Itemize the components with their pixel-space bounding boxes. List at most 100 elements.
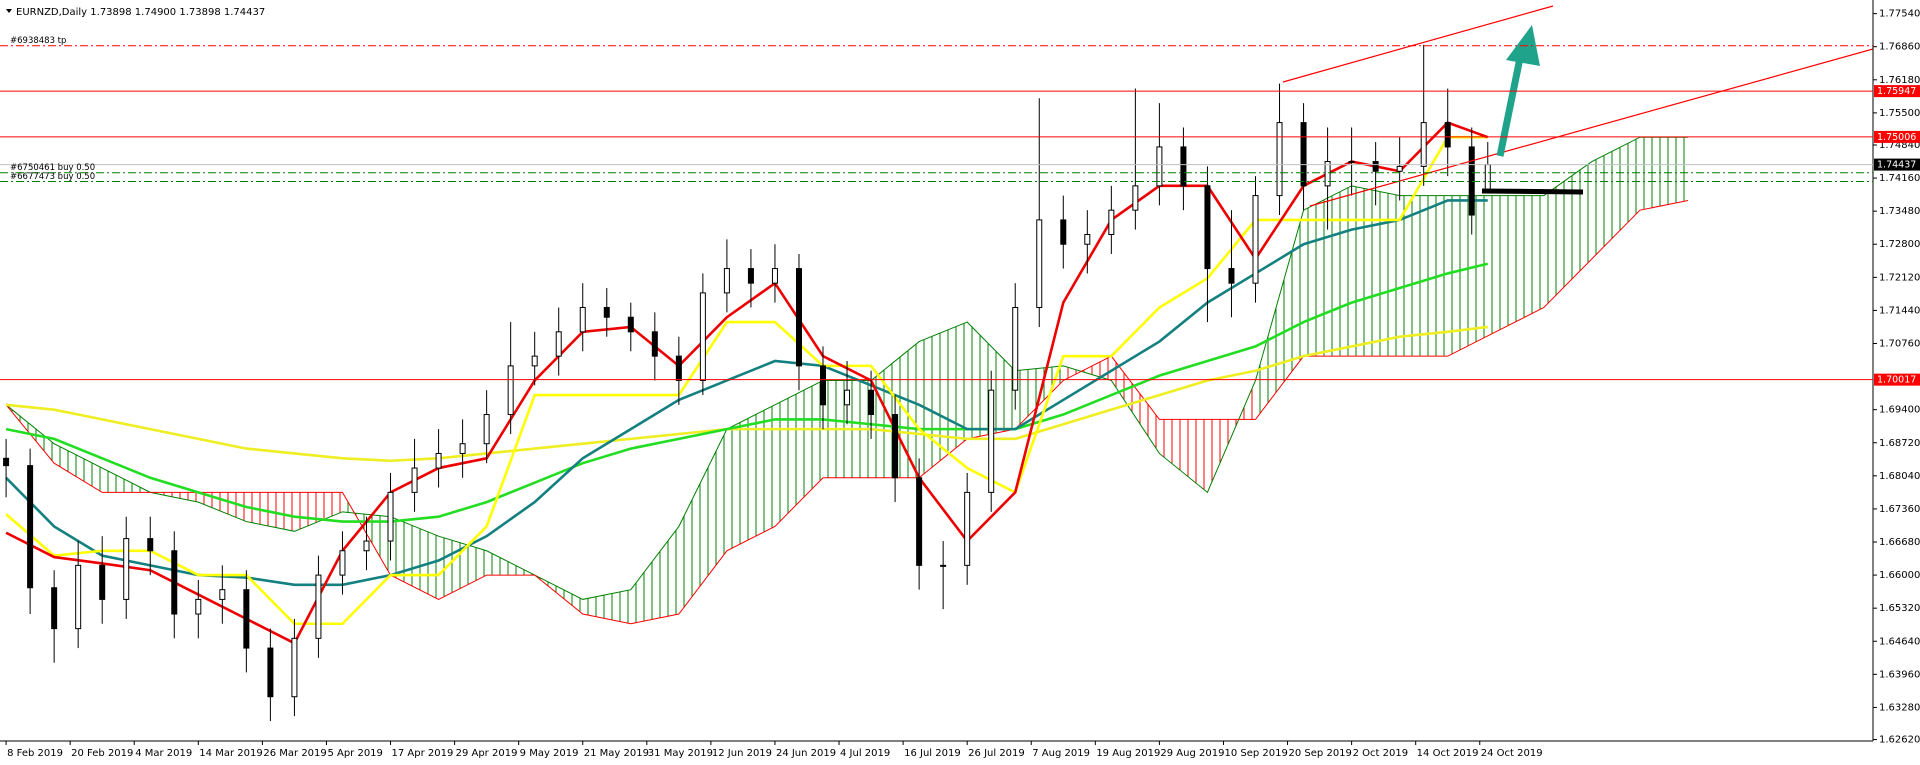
candle-body (1420, 122, 1427, 167)
x-tick-label: 24 Oct 2019 (1481, 748, 1543, 759)
candle-body (1060, 219, 1067, 245)
x-tick-label: 26 Jul 2019 (968, 748, 1025, 759)
x-tick-label: 19 Aug 2019 (1096, 748, 1160, 759)
x-tick-label: 24 Jun 2019 (776, 748, 836, 759)
candle-body (27, 465, 34, 589)
y-tick-label: 1.76860 (1879, 42, 1920, 53)
price-box-label: 1.70017 (1877, 375, 1916, 386)
trendline (1309, 48, 1873, 207)
y-tick-label: 1.74160 (1879, 173, 1920, 184)
x-tick-label: 29 Aug 2019 (1160, 748, 1224, 759)
candle-body (892, 414, 899, 479)
candle-body (1484, 164, 1491, 192)
candle-body (1108, 209, 1115, 236)
candle-body (1396, 165, 1403, 172)
x-tick-label: 4 Jul 2019 (840, 748, 890, 759)
y-tick-label: 1.73480 (1879, 206, 1920, 217)
candle-body (3, 457, 10, 467)
x-tick-label: 20 Sep 2019 (1289, 748, 1352, 759)
y-tick-label: 1.62620 (1879, 735, 1920, 746)
y-tick-label: 1.64640 (1879, 636, 1920, 647)
cloud-segment (1639, 137, 1688, 211)
indicator-line (5, 135, 1488, 626)
cloud-segment (1351, 185, 1400, 357)
candle-body (1204, 185, 1211, 270)
cloud-segment (582, 589, 631, 624)
candle-body (771, 268, 778, 284)
candle-body (243, 589, 250, 649)
y-tick-label: 1.66000 (1879, 570, 1920, 581)
x-tick-label: 14 Oct 2019 (1417, 748, 1479, 759)
candle-body (820, 365, 827, 406)
chart-title: EURNZD,Daily 1.73898 1.74900 1.73898 1.7… (16, 7, 265, 18)
y-tick-label: 1.72800 (1879, 239, 1920, 250)
candle-body (363, 540, 370, 552)
candle-body (603, 306, 610, 318)
y-tick-label: 1.68720 (1879, 438, 1920, 449)
candle-body (435, 452, 442, 469)
candle-body (988, 389, 995, 493)
candle-body (315, 574, 322, 639)
candle-body (1036, 219, 1043, 308)
candle-body (219, 589, 226, 600)
cloud-segment (294, 492, 343, 532)
cloud-segment (1495, 195, 1544, 332)
cloud-segment (438, 536, 487, 600)
x-tick-label: 31 May 2019 (648, 748, 713, 759)
y-tick-label: 1.77540 (1879, 9, 1920, 20)
candle-body (1324, 161, 1331, 187)
candle-body (627, 316, 634, 333)
candle-body (171, 550, 178, 615)
candle-body (483, 414, 490, 445)
candle-body (1228, 268, 1235, 284)
plot-area (3, 44, 1689, 722)
x-tick-label: 4 Mar 2019 (135, 748, 192, 759)
cloud-segment (1159, 419, 1208, 493)
price-box (1874, 373, 1920, 386)
candle-body (916, 477, 923, 566)
x-tick-label: 14 Mar 2019 (199, 748, 262, 759)
x-tick-label: 26 Mar 2019 (263, 748, 326, 759)
indicator-line (5, 199, 1488, 587)
x-tick-label: 7 Aug 2019 (1032, 748, 1090, 759)
cloud-segment (678, 429, 727, 615)
indicator-line (5, 262, 1489, 523)
level-label: #6750461 buy 0.50 (10, 163, 95, 173)
cloud-segment (1591, 137, 1640, 259)
y-tick-label: 1.67360 (1879, 504, 1920, 515)
x-tick-label: 16 Jul 2019 (904, 748, 961, 759)
y-tick-label: 1.69400 (1879, 405, 1920, 416)
candle-body (795, 268, 802, 367)
candle-body (1252, 195, 1259, 284)
y-tick-label: 1.66680 (1879, 537, 1920, 548)
cloud-segment (198, 492, 247, 522)
cloud-segment (1063, 356, 1112, 381)
candle-body (1300, 122, 1307, 187)
y-tick-label: 1.76180 (1879, 75, 1920, 86)
candle-body (51, 587, 58, 630)
cloud-segment (390, 516, 439, 600)
cloud-segment (1303, 185, 1352, 357)
candle-body (387, 491, 394, 542)
candle-body (1348, 161, 1355, 164)
cloud-segment (726, 404, 775, 551)
y-tick-label: 1.68040 (1879, 471, 1920, 482)
x-tick-label: 9 May 2019 (520, 748, 579, 759)
candle-body (1012, 306, 1019, 391)
x-tick-label: 12 Jun 2019 (712, 748, 772, 759)
candle-body (339, 550, 346, 576)
cloud-span (5, 199, 1689, 625)
x-tick-label: 8 Feb 2019 (7, 748, 63, 759)
price-box (1874, 85, 1920, 98)
cloud-segment (1447, 195, 1496, 357)
indicator-line (5, 325, 1488, 463)
support-bar (1481, 188, 1584, 195)
candle-body (940, 564, 947, 567)
y-tick-label: 1.74840 (1879, 140, 1920, 151)
candle-body (1372, 161, 1379, 172)
candle-body (1180, 146, 1187, 187)
candle-body (411, 467, 418, 493)
arrow (1496, 57, 1524, 157)
candle-body (964, 491, 971, 566)
